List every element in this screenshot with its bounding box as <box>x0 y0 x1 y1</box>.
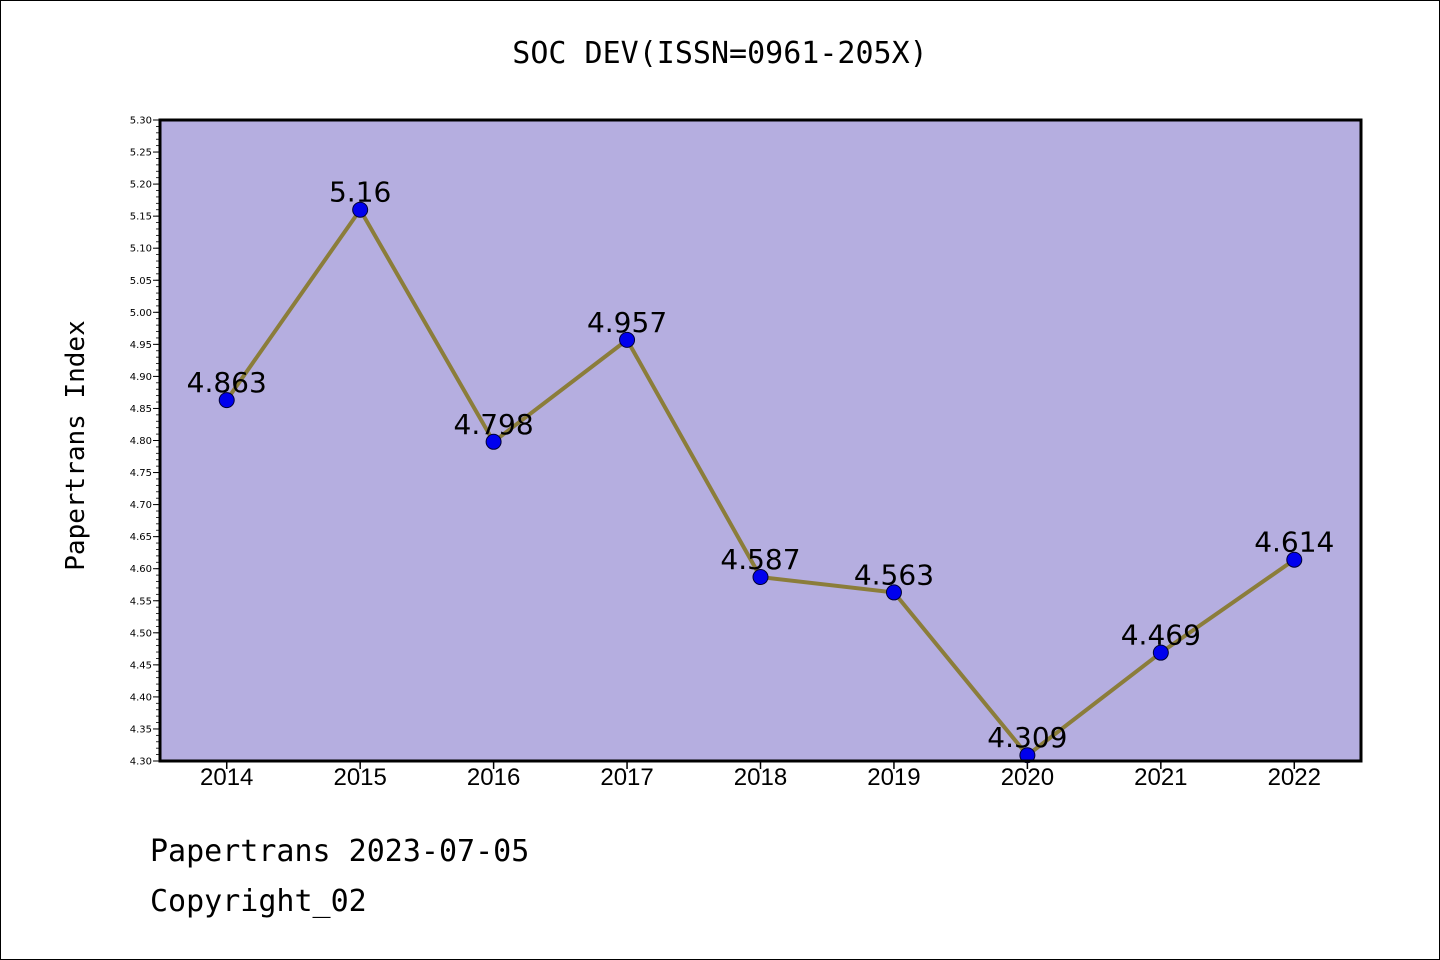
y-tick-label: 4.90 <box>130 372 152 383</box>
y-tick-label: 5.15 <box>130 212 152 223</box>
y-tick-label: 5.25 <box>130 148 152 159</box>
data-label: 4.587 <box>720 543 800 576</box>
x-tick-label: 2018 <box>734 764 787 791</box>
y-tick-label: 5.30 <box>130 116 152 127</box>
x-tick-label: 2019 <box>867 764 920 791</box>
series-layer: 4.863 5.16 4.798 4.957 4.587 4.563 4.309 4.469 4… <box>187 176 1334 764</box>
y-axis: 4.30 4.35 4.40 4.45 4.50 4.55 4.60 4.65 4.70 4.75… <box>130 116 160 768</box>
y-axis-label: Papertrans Index <box>61 320 91 570</box>
chart-title: SOC DEV(ISSN=0961-205X) <box>512 36 928 71</box>
x-tick-label: 2015 <box>333 764 386 791</box>
data-label: 4.563 <box>854 558 934 591</box>
data-label: 4.309 <box>987 721 1067 754</box>
y-tick-label: 5.00 <box>130 308 152 319</box>
data-label: 4.614 <box>1254 526 1334 559</box>
y-tick-label: 5.20 <box>130 180 152 191</box>
x-tick-label: 2021 <box>1134 764 1187 791</box>
plot-border <box>158 118 1363 763</box>
data-label: 5.16 <box>329 176 391 209</box>
x-tick-label: 2016 <box>467 764 520 791</box>
x-tick-label: 2022 <box>1268 764 1321 791</box>
y-tick-label: 4.45 <box>130 660 152 671</box>
plot-area <box>160 120 1361 761</box>
data-point <box>1152 644 1169 661</box>
data-label: 4.863 <box>187 366 267 399</box>
y-tick-label: 4.60 <box>130 564 152 575</box>
x-axis: 2014 2015 2016 2017 2018 2019 2020 2021 2022 <box>200 761 1321 791</box>
y-tick-label: 4.40 <box>130 692 152 703</box>
footer-date: Papertrans 2023-07-05 <box>150 834 530 869</box>
y-tick-label: 4.70 <box>130 500 152 511</box>
y-tick-label: 5.05 <box>130 276 152 287</box>
y-tick-label: 5.10 <box>130 244 152 255</box>
data-point <box>1019 747 1036 764</box>
y-tick-label: 4.80 <box>130 436 152 447</box>
y-tick-label: 4.65 <box>130 532 152 543</box>
data-point <box>885 584 902 601</box>
footer-copyright: Copyright_02 <box>150 884 367 919</box>
x-tick-label: 2020 <box>1001 764 1054 791</box>
y-tick-label: 4.55 <box>130 596 152 607</box>
y-tick-label: 4.85 <box>130 404 152 415</box>
data-label: 4.469 <box>1121 619 1201 652</box>
data-point <box>218 392 235 409</box>
data-label: 4.798 <box>454 408 534 441</box>
data-point <box>1286 551 1303 568</box>
data-point <box>352 201 369 218</box>
y-tick-label: 4.35 <box>130 724 152 735</box>
data-point <box>619 331 636 348</box>
y-tick-label: 4.50 <box>130 628 152 639</box>
y-tick-label: 4.95 <box>130 340 152 351</box>
x-tick-label: 2017 <box>600 764 653 791</box>
data-point <box>752 569 769 586</box>
y-tick-label: 4.75 <box>130 468 152 479</box>
data-label: 4.957 <box>587 306 667 339</box>
x-tick-label: 2014 <box>200 764 253 791</box>
data-point <box>485 433 502 450</box>
y-tick-label: 4.30 <box>130 757 152 768</box>
